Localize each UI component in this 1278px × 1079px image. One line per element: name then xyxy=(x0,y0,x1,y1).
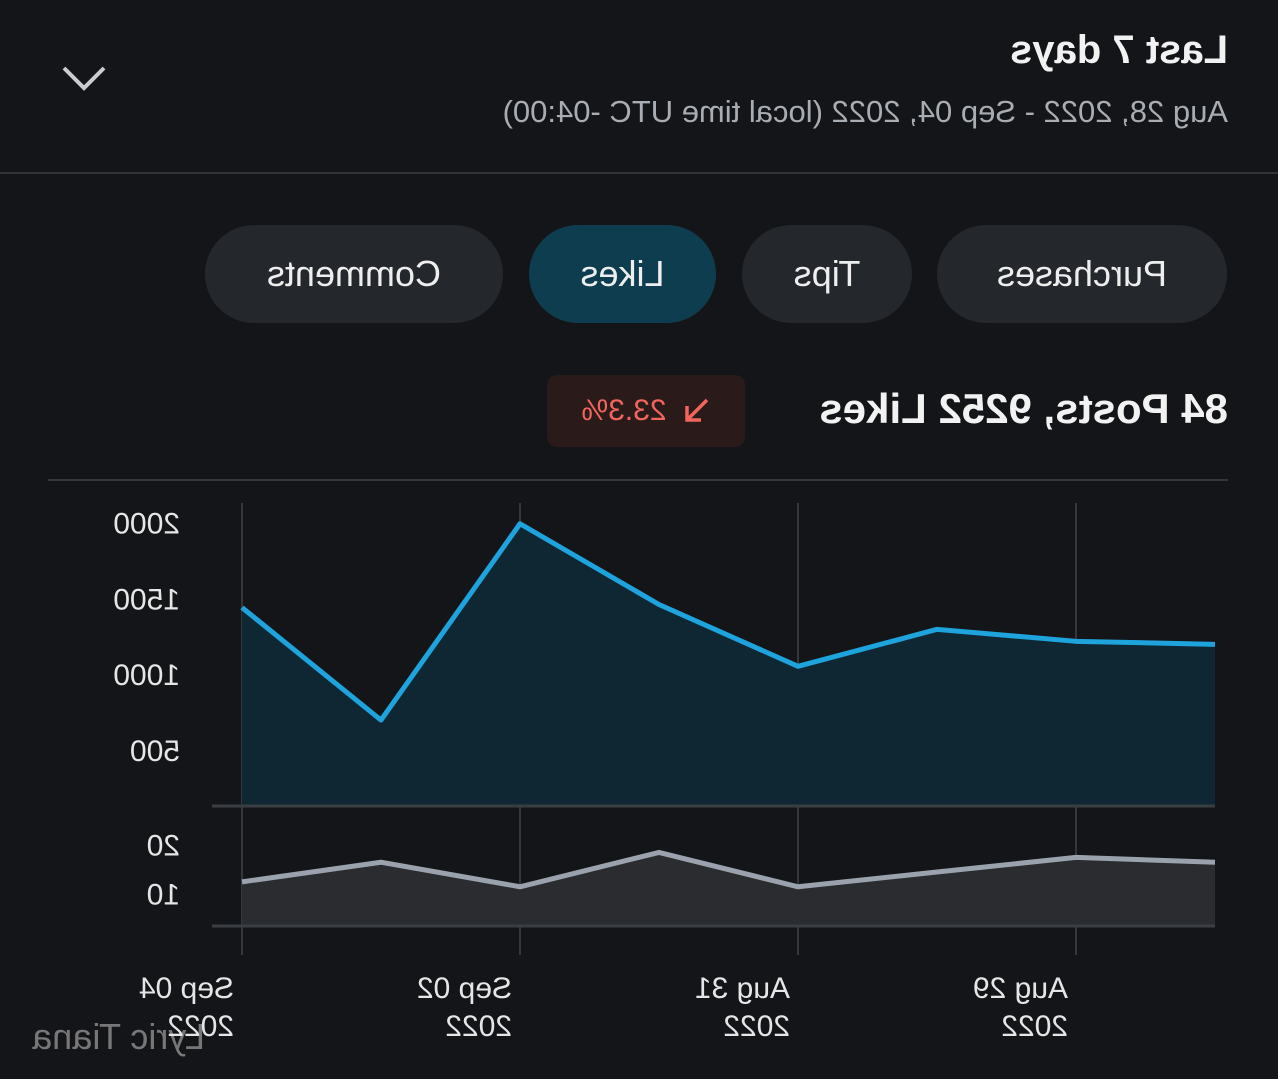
area xyxy=(242,523,1215,806)
y-tick-label: 1500 xyxy=(113,583,180,616)
change-badge: 23.3% xyxy=(547,375,745,447)
x-tick-label: Aug 31 2022 xyxy=(694,972,790,1043)
x-tick-label: Sep 02 2022 xyxy=(416,972,512,1043)
x-tick-label: Aug 29 2022 xyxy=(972,972,1068,1043)
y-tick-label: 1000 xyxy=(113,659,180,692)
y-tick-label: 2000 xyxy=(113,508,180,541)
line xyxy=(240,521,1216,723)
y-tick-label: 500 xyxy=(130,735,180,768)
line xyxy=(241,849,1216,890)
down-arrow-icon xyxy=(684,398,708,422)
dropdown-chevron[interactable] xyxy=(60,62,108,94)
y-tick-label: 10 xyxy=(147,878,180,911)
y-tick-label: 20 xyxy=(147,829,180,862)
x-tick-label: Sep 04 2022 xyxy=(138,972,234,1043)
